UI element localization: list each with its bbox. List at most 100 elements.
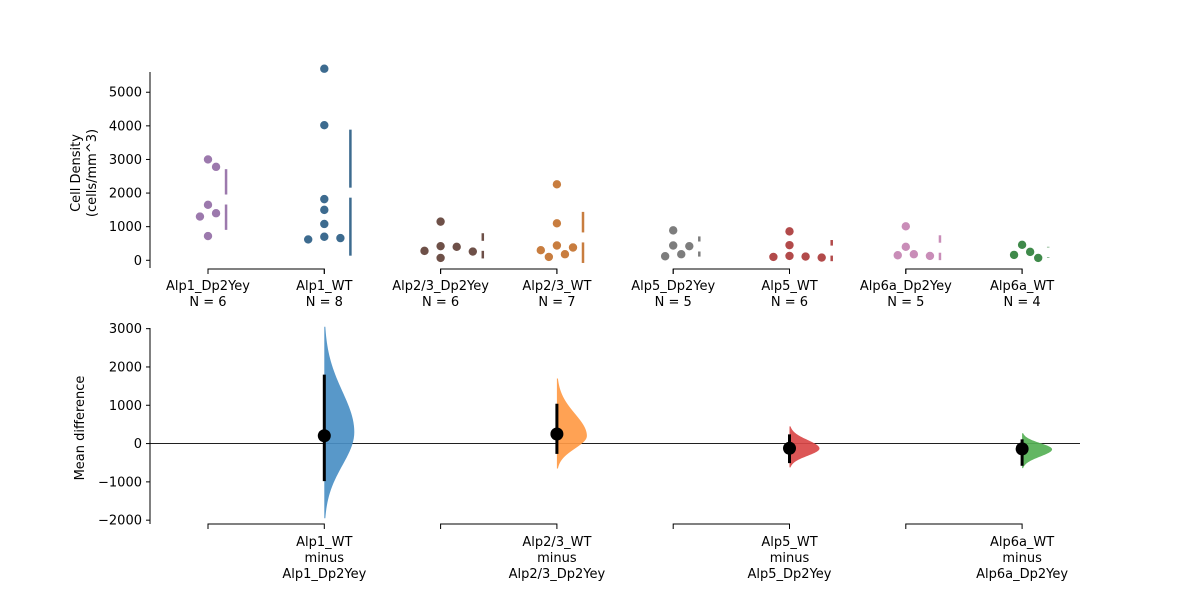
data-point [435,252,446,263]
data-point [451,241,462,252]
data-point [908,249,919,260]
data-point [211,161,222,172]
bottom-y-tick-label: 3000 [109,322,142,337]
comparison-alp2-3-wt [550,378,587,469]
data-point [551,240,562,251]
bottom-y-tick-label: −1000 [98,475,142,490]
top-y-tick-label: 3000 [109,153,142,168]
top-x-pair-bracket [440,268,558,274]
group-alp2-3-dp2yey [419,216,485,263]
group-alp1-dp2yey [194,154,228,242]
data-point [784,240,795,251]
data-point [467,246,478,257]
data-point [668,225,679,236]
group-n-label: N = 7 [538,295,575,310]
comparison-label-line: minus [1002,551,1042,566]
top-y-tick-label: 1000 [109,220,142,235]
comparison-label-line: Alp6a_Dp2Yey [976,567,1068,582]
top-y-axis-label: Cell Density(cells/mm^3) [69,129,100,217]
group-alp2-3-wt [535,179,585,263]
top-y-axis-label-line: (cells/mm^3) [85,129,100,217]
data-point [768,251,779,262]
group-label-alp6a-dp2yey: Alp6a_Dp2Yey [860,279,952,294]
bottom-delta-panel: −2000 −1000 0 1000 2000 3000 Mean difference Al… [73,322,1080,582]
data-point [676,249,687,260]
data-point [319,204,330,215]
group-alp6a-dp2yey [892,221,942,261]
bottom-x-pair-bracket [207,523,325,529]
data-point [1017,239,1028,250]
data-point [303,234,314,245]
group-alp1-wt [303,63,352,256]
group-label-alp5-dp2yey: Alp5_Dp2Yey [631,279,715,294]
data-point [924,250,935,261]
bottom-y-axis-label: Mean difference [73,376,88,481]
data-point [202,199,213,210]
top-x-pair-bracket [672,268,790,274]
comparison-alp6a-wt [1015,433,1053,469]
data-point [1033,252,1044,263]
comparison-label-line: Alp5_Dp2Yey [748,567,832,582]
top-swarm-panel: 0 1000 2000 3000 4000 5000 Cell Density(cells/… [69,63,1054,310]
data-point [335,233,346,244]
comparison-alp5-wt [783,426,820,468]
bootstrap-distribution [1022,433,1053,469]
bootstrap-distribution [556,378,587,469]
comparison-label-line: Alp6a_WT [990,535,1054,550]
data-point [816,252,827,263]
comparison-label-line: Alp1_Dp2Yey [282,567,366,582]
data-point [319,194,330,205]
group-n-label: N = 4 [1004,295,1041,310]
comparison-label-line: minus [770,551,810,566]
data-point [1009,249,1020,260]
group-n-label: N = 5 [887,295,924,310]
mean-difference-point [317,429,331,443]
bottom-x-pair-bracket [672,523,790,529]
data-point [551,218,562,229]
mean-difference-point [1015,442,1029,456]
data-point [660,251,671,262]
top-x-pair-bracket [905,268,1023,274]
group-n-label: N = 5 [655,295,692,310]
data-point [319,120,330,131]
data-point [559,249,570,260]
group-n-label: N = 8 [306,295,343,310]
top-y-tick-label: 5000 [109,86,142,101]
data-point [551,179,562,190]
data-point [543,251,554,262]
group-label-alp1-dp2yey: Alp1_Dp2Yey [166,279,250,294]
top-x-pair-bracket [207,268,325,274]
comparison-label-line: Alp2/3_Dp2Yey [509,567,606,582]
group-n-label: N = 6 [189,295,226,310]
data-point [892,250,903,261]
mean-difference-point [783,441,796,455]
comparison-label-line: minus [305,551,345,566]
data-point [435,216,446,227]
data-point [202,154,213,165]
data-point [435,241,446,252]
bottom-y-tick-label: 0 [134,437,142,452]
data-point [900,221,911,232]
group-label-alp2-3-dp2yey: Alp2/3_Dp2Yey [392,279,489,294]
top-y-tick-label: 4000 [109,119,142,134]
group-label-alp2-3-wt: Alp2/3_WT [522,279,591,294]
data-point [211,208,222,219]
bottom-y-tick-label: −2000 [98,514,142,529]
group-label-alp5-wt: Alp5_WT [761,279,817,294]
bootstrap-distribution [324,326,355,519]
bootstrap-distribution [789,426,820,468]
data-point [784,226,795,237]
data-point [784,250,795,261]
data-point [568,242,579,253]
data-point [900,241,911,252]
data-point [684,241,695,252]
comparison-label-line: Alp5_WT [761,535,817,550]
group-alp6a-wt [1009,239,1050,263]
data-point [319,63,330,74]
group-alp5-wt [768,226,833,263]
data-point [202,231,213,242]
comparison-label-line: Alp2/3_WT [522,535,591,550]
top-y-tick-label: 0 [134,254,142,269]
data-point [800,251,811,262]
